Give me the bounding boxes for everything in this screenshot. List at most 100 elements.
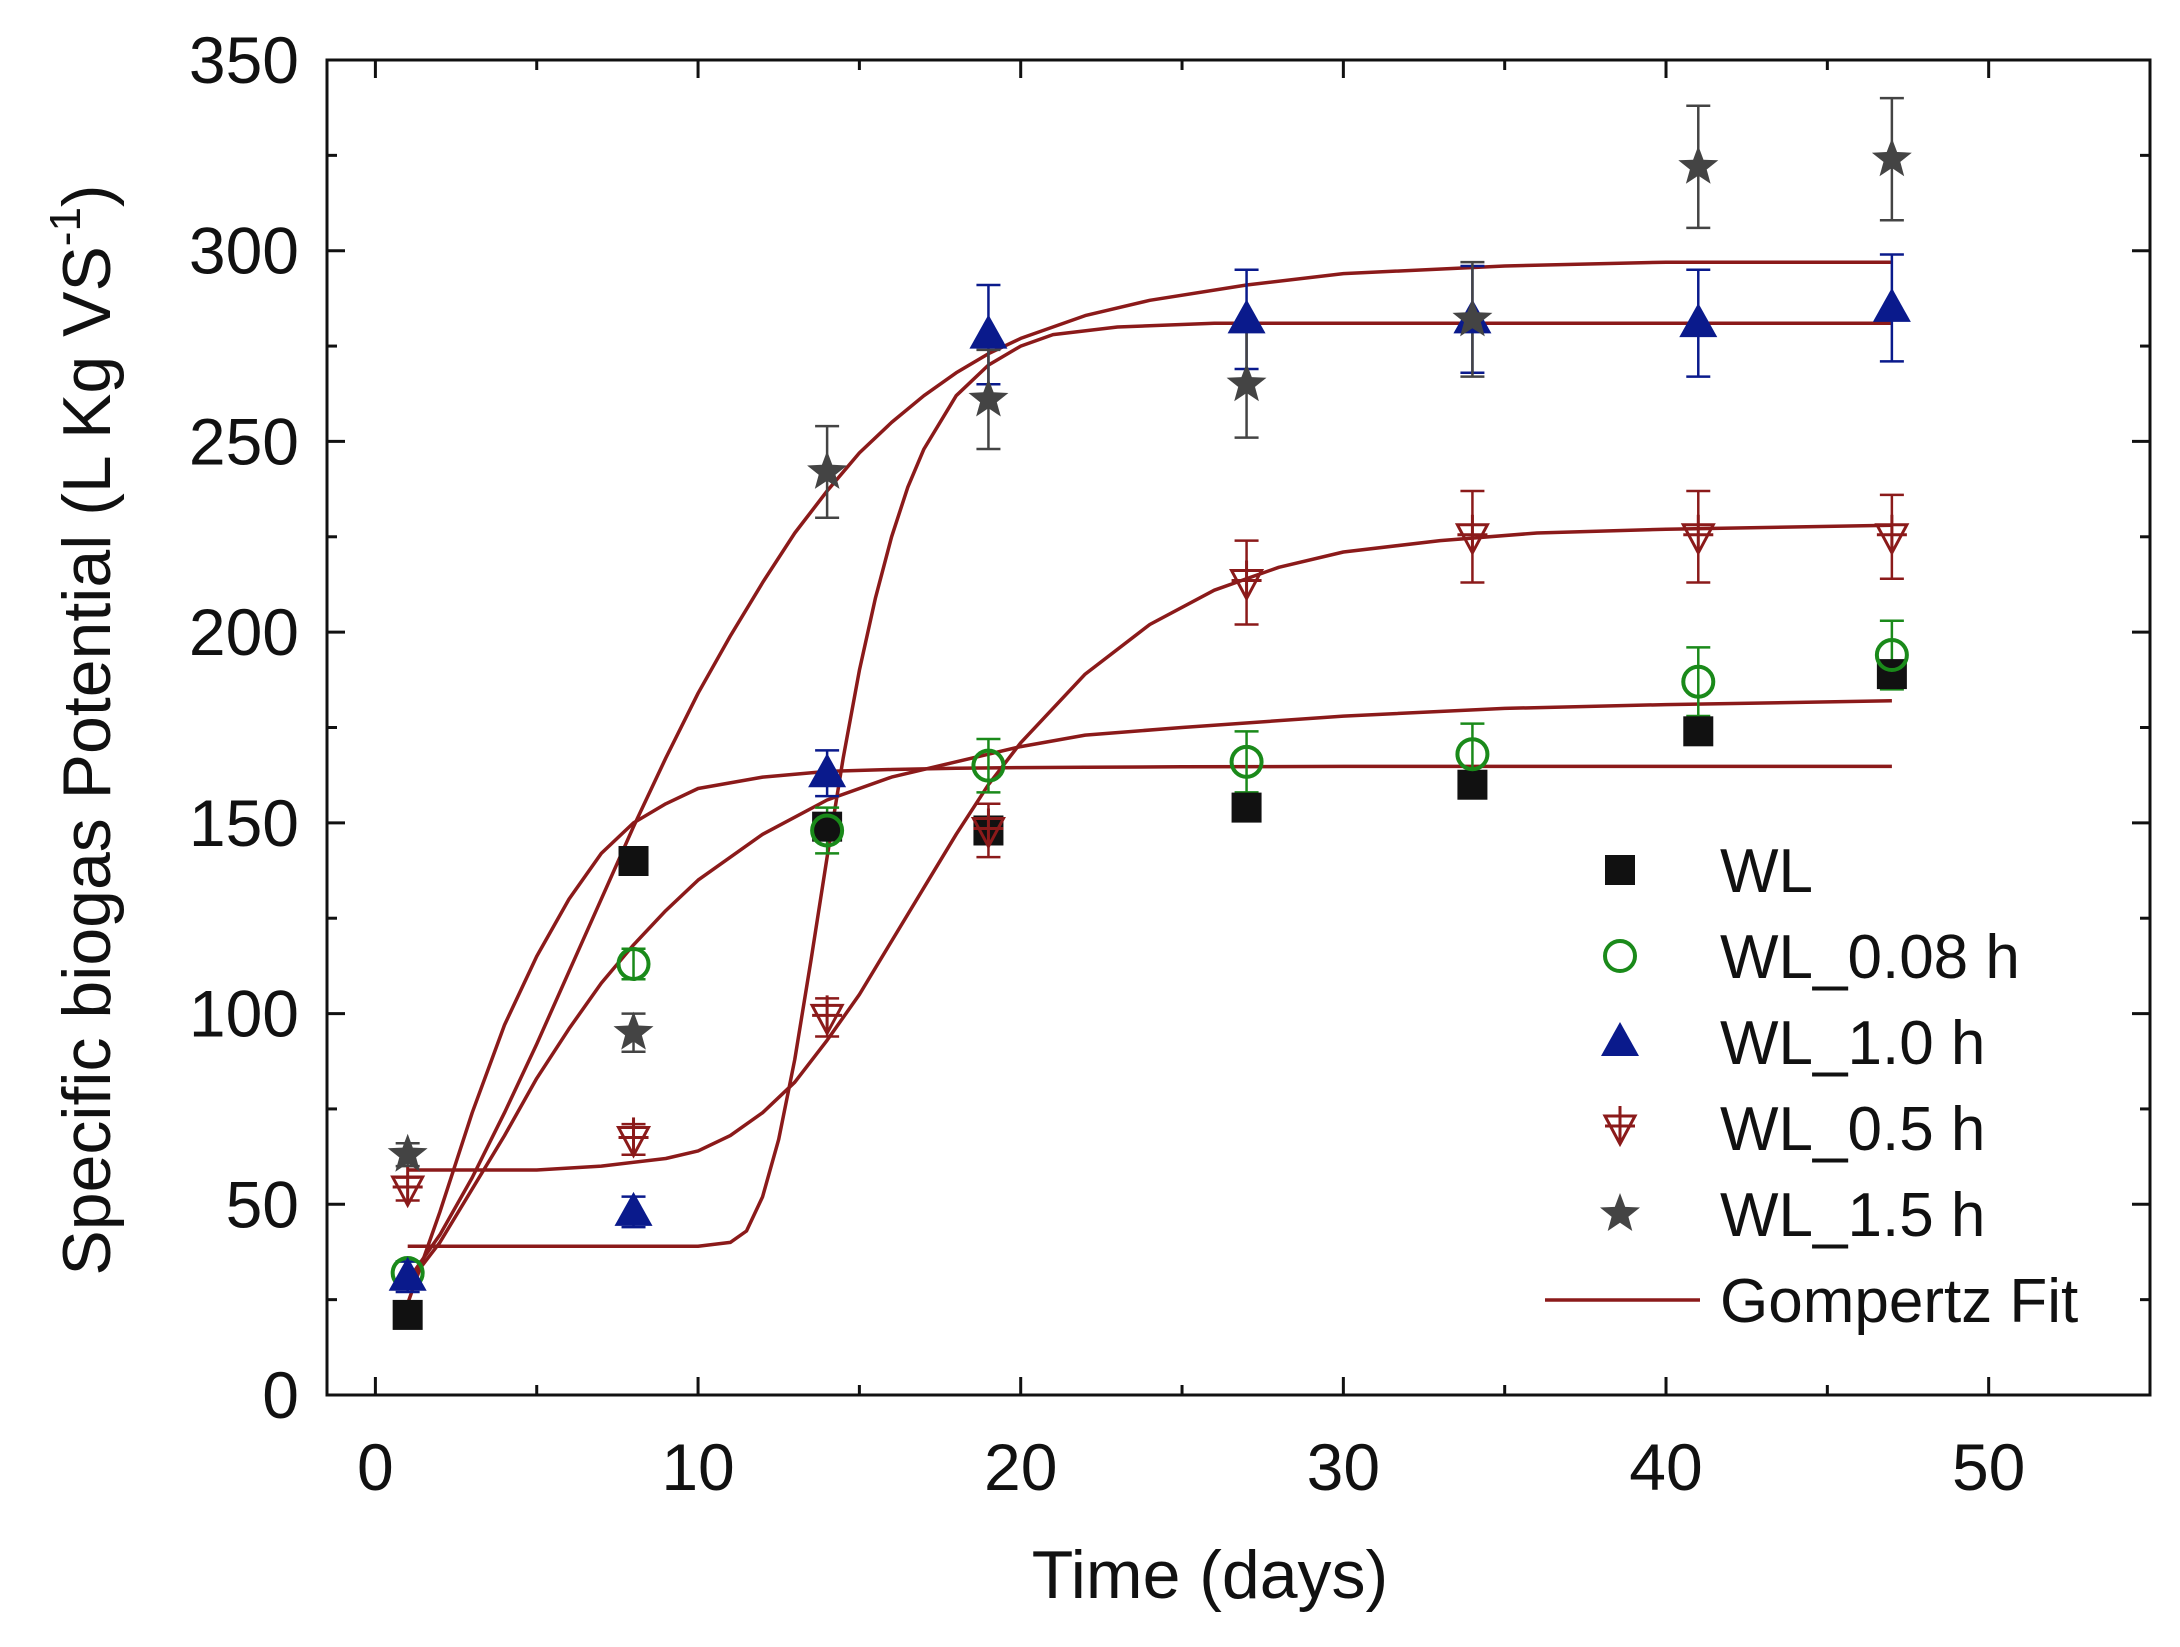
legend-item-wl-1-0-h: WL_1.0 h xyxy=(1601,1009,1985,1078)
legend-marker-wl xyxy=(1605,855,1635,885)
legend-item-wl-0-5-h: WL_0.5 h xyxy=(1602,1095,1985,1164)
x-tick-label: 10 xyxy=(661,1430,734,1504)
data-point-wl-1-5-h xyxy=(387,1133,428,1172)
triangle-marker-shape xyxy=(614,1191,653,1226)
legend-item-wl: WL xyxy=(1605,837,1813,906)
star-marker-shape xyxy=(1452,298,1493,337)
y-tick-label: 350 xyxy=(189,23,299,97)
x-tick-label: 40 xyxy=(1629,1430,1702,1504)
data-point-wl-0-5-h xyxy=(1680,514,1716,556)
data-point-wl-1-5-h xyxy=(1452,298,1493,337)
circle-marker-shape xyxy=(971,748,1006,783)
circle-marker-shape xyxy=(1681,664,1716,699)
gompertz-fit-curve xyxy=(406,699,1892,1286)
y-tick-label: 0 xyxy=(262,1358,299,1432)
triangle-marker-shape xyxy=(1227,299,1266,334)
x-axis-title: Time (days) xyxy=(1032,1537,1388,1613)
data-point-wl-0-5-h xyxy=(970,808,1006,850)
y-axis-title-close: ) xyxy=(49,184,125,207)
data-point-wl-0-5-h xyxy=(1454,514,1490,556)
data-point-wl-1-0-h xyxy=(808,753,847,788)
data-point-wl-1-5-h xyxy=(613,1011,654,1050)
data-point-wl-1-5-h xyxy=(1871,138,1912,177)
data-point-wl xyxy=(1683,716,1714,747)
legend-label-wl-1-5-h: WL_1.5 h xyxy=(1720,1181,1985,1250)
data-point-wl-0-08-h xyxy=(810,813,845,848)
data-point-wl-1-5-h xyxy=(968,378,1009,417)
y-tick-label: 300 xyxy=(189,214,299,288)
data-point-wl-1-0-h xyxy=(614,1191,653,1226)
gompertz-fit-curve xyxy=(407,523,1892,1172)
x-tick-label: 50 xyxy=(1952,1430,2025,1504)
data-point-wl-0-08-h xyxy=(616,946,651,981)
y-tick-label: 150 xyxy=(189,786,299,860)
x-tick-label: 0 xyxy=(357,1430,394,1504)
legend-label-wl-0-08-h: WL_0.08 h xyxy=(1720,923,2020,992)
error-bar-wl-0-08-h xyxy=(976,737,1001,794)
data-point-wl-0-08-h xyxy=(1874,638,1909,673)
square-marker-shape xyxy=(1457,769,1488,800)
data-point-wl-1-0-h xyxy=(1679,303,1718,338)
circle-marker-shape xyxy=(1229,744,1264,779)
gompertz-fit-curve xyxy=(406,764,1892,1305)
legend-label-wl-0-5-h: WL_0.5 h xyxy=(1720,1095,1985,1164)
square-marker-shape xyxy=(618,846,649,876)
triangle-marker-shape xyxy=(1679,303,1718,338)
star-marker-shape xyxy=(1678,145,1719,184)
data-point-wl xyxy=(392,1299,423,1330)
data-point-wl-1-0-h xyxy=(1227,299,1266,334)
data-point-wl-0-08-h xyxy=(971,748,1006,783)
circle-marker-shape xyxy=(1455,737,1490,772)
legend-item-gompertz-fit: Gompertz Fit xyxy=(1545,1267,2078,1336)
gompertz-fit-curve xyxy=(407,321,1892,1248)
legend-item-wl-0-08-h: WL_0.08 h xyxy=(1603,923,2020,992)
data-point-wl-0-08-h xyxy=(1681,664,1716,699)
y-axis-title-main: Specific biogas Potential (L Kg VS xyxy=(49,246,125,1275)
data-point-wl-1-5-h xyxy=(807,450,848,489)
star-marker-shape xyxy=(387,1133,428,1172)
square-marker-shape xyxy=(392,1299,423,1330)
triangle-marker-shape xyxy=(388,1256,427,1291)
legend-item-wl-1-5-h: WL_1.5 h xyxy=(1600,1181,1985,1250)
square-marker-shape xyxy=(1683,716,1714,747)
data-point-wl-0-5-h xyxy=(616,1117,652,1159)
data-point-wl-1-5-h xyxy=(1226,363,1267,402)
y-tick-label: 200 xyxy=(189,595,299,669)
data-point-wl-0-08-h xyxy=(1229,744,1264,779)
star-marker-shape xyxy=(1600,1193,1640,1231)
star-marker-shape xyxy=(807,450,848,489)
data-point-wl xyxy=(1457,769,1488,800)
circle-marker-shape xyxy=(810,813,845,848)
square-marker-shape xyxy=(1231,792,1262,823)
error-bar-wl-0-08-h xyxy=(1686,646,1711,718)
star-marker-shape xyxy=(1226,363,1267,402)
data-point-wl-0-5-h xyxy=(809,995,845,1037)
legend-marker-wl-0-5-h xyxy=(1602,1106,1638,1148)
x-tick-label: 20 xyxy=(984,1430,1057,1504)
data-point-wl-0-5-h xyxy=(1229,560,1265,602)
triangle-marker-shape xyxy=(808,753,847,788)
data-point-wl-1-5-h xyxy=(1678,145,1719,184)
legend-marker-wl-1-0-h xyxy=(1601,1022,1639,1056)
legend-label-wl: WL xyxy=(1720,837,1813,906)
square-marker-shape xyxy=(1605,855,1635,885)
data-point-wl-0-08-h xyxy=(1455,737,1490,772)
triangle-marker-shape xyxy=(1872,287,1911,322)
legend-label-wl-1-0-h: WL_1.0 h xyxy=(1720,1009,1985,1078)
y-tick-label: 50 xyxy=(226,1167,299,1241)
star-marker-shape xyxy=(613,1011,654,1050)
data-point-wl-0-5-h xyxy=(390,1167,426,1209)
circle-marker-shape xyxy=(1874,638,1909,673)
y-axis-title-superscript: -1 xyxy=(41,207,90,246)
triangle-marker-shape xyxy=(1601,1022,1639,1056)
y-tick-label: 100 xyxy=(189,977,299,1051)
y-tick-label: 250 xyxy=(189,404,299,478)
data-point-wl-0-5-h xyxy=(1874,514,1910,556)
legend-marker-wl-0-08-h xyxy=(1603,939,1637,973)
x-tick-label: 30 xyxy=(1307,1430,1380,1504)
data-point-wl xyxy=(618,846,649,876)
circle-marker-shape xyxy=(1603,939,1637,973)
y-axis-title: Specific biogas Potential (L Kg VS-1) xyxy=(41,184,125,1275)
legend-marker-wl-1-5-h xyxy=(1600,1193,1640,1231)
